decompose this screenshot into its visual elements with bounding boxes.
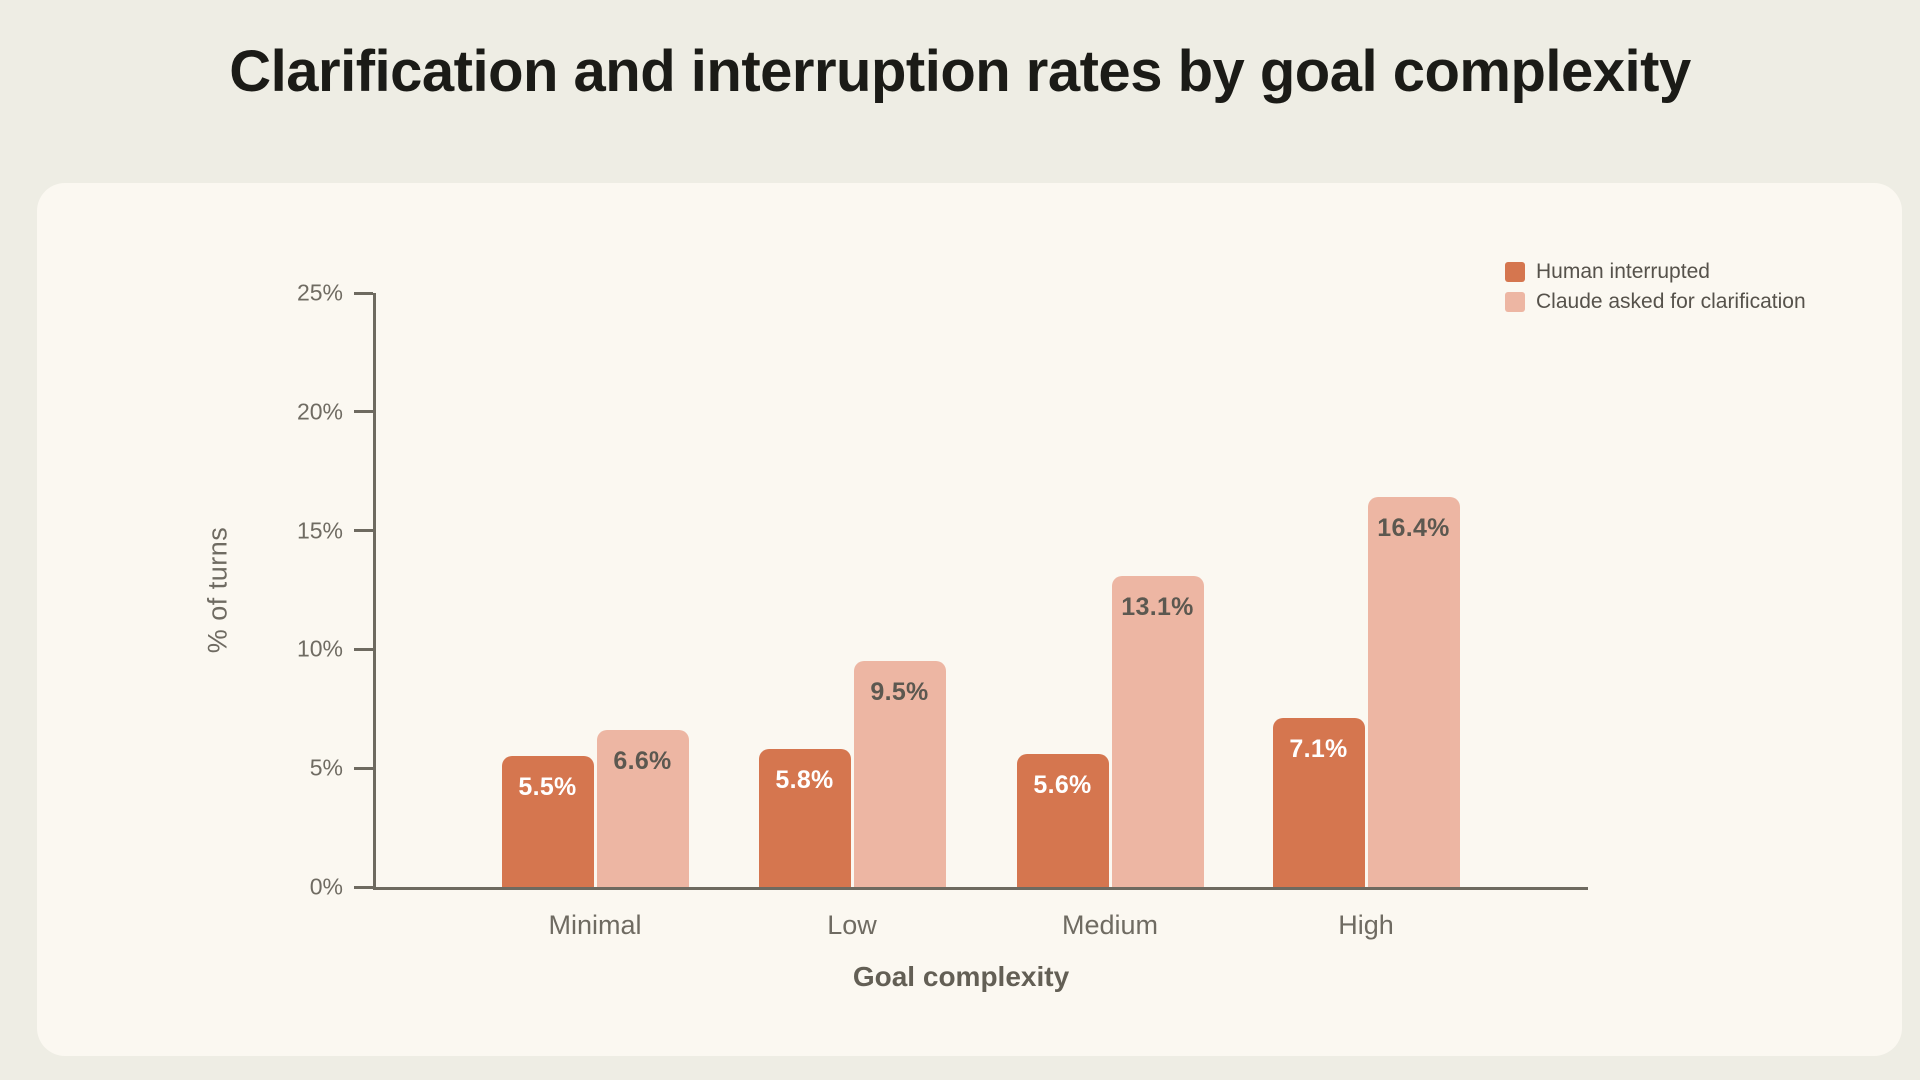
plot-area: % of turns Goal complexity 0% 5% 10% 15% 20%… [203, 280, 1588, 992]
bar-value-label: 13.1% [1121, 592, 1194, 621]
bar: 5.5% [501, 756, 594, 887]
bar-value-label: 16.4% [1377, 514, 1450, 543]
bar-group-low: 5.8% 9.5% Low [758, 293, 946, 940]
legend-item: Human interrupted [1505, 259, 1806, 284]
bar-value-label: 9.5% [870, 678, 929, 707]
y-tick-mark [354, 647, 373, 651]
bar-value-label: 5.6% [1033, 770, 1092, 799]
bar-value-label: 7.1% [1289, 735, 1348, 764]
x-axis-title: Goal complexity [852, 961, 1070, 992]
bar: 7.1% [1272, 718, 1365, 887]
bar: 13.1% [1111, 575, 1204, 887]
legend-label: Claude asked for clarification [1536, 289, 1806, 313]
bar-value-label: 5.5% [518, 773, 577, 802]
bar: 9.5% [853, 661, 946, 887]
legend-label: Human interrupted [1536, 259, 1710, 283]
y-tick-mark [354, 885, 373, 889]
y-tick-mark [354, 766, 373, 770]
y-tick-label: 0% [309, 873, 343, 900]
y-axis-line [373, 293, 376, 890]
y-tick-label: 10% [296, 635, 343, 662]
legend-swatch [1505, 291, 1525, 312]
y-tick-label: 20% [296, 398, 343, 425]
y-axis-title: % of turns [202, 526, 233, 654]
bar-group-minimal: 5.5% 6.6% Minimal [501, 293, 689, 940]
y-tick-label: 5% [309, 754, 343, 781]
bar-group-high: 7.1% 16.4% High [1272, 293, 1460, 940]
x-axis-line [373, 887, 1588, 890]
y-tick-mark [354, 529, 373, 533]
chart-card: Human interrupted Claude asked for clarif… [37, 183, 1902, 1056]
y-tick-mark [354, 291, 373, 295]
legend-swatch [1505, 261, 1525, 282]
y-tick-mark [354, 410, 373, 414]
x-category-label: High [1338, 910, 1394, 940]
bar: 5.6% [1016, 753, 1109, 887]
bar-group-medium: 5.6% 13.1% Medium [1016, 293, 1204, 940]
bar-value-label: 5.8% [775, 766, 834, 795]
x-category-label: Minimal [548, 910, 642, 940]
chart-title: Clarification and interruption rates by … [229, 39, 1691, 104]
bar: 16.4% [1367, 497, 1460, 887]
y-tick-label: 15% [296, 517, 343, 544]
bar: 5.8% [758, 749, 851, 887]
legend: Human interrupted Claude asked for clarif… [1505, 259, 1806, 314]
bar-value-label: 6.6% [613, 747, 672, 776]
y-tick-label: 25% [296, 279, 343, 306]
x-category-label: Low [827, 910, 877, 940]
legend-item: Claude asked for clarification [1505, 289, 1806, 314]
x-category-label: Medium [1061, 910, 1159, 940]
bar: 6.6% [596, 730, 689, 887]
